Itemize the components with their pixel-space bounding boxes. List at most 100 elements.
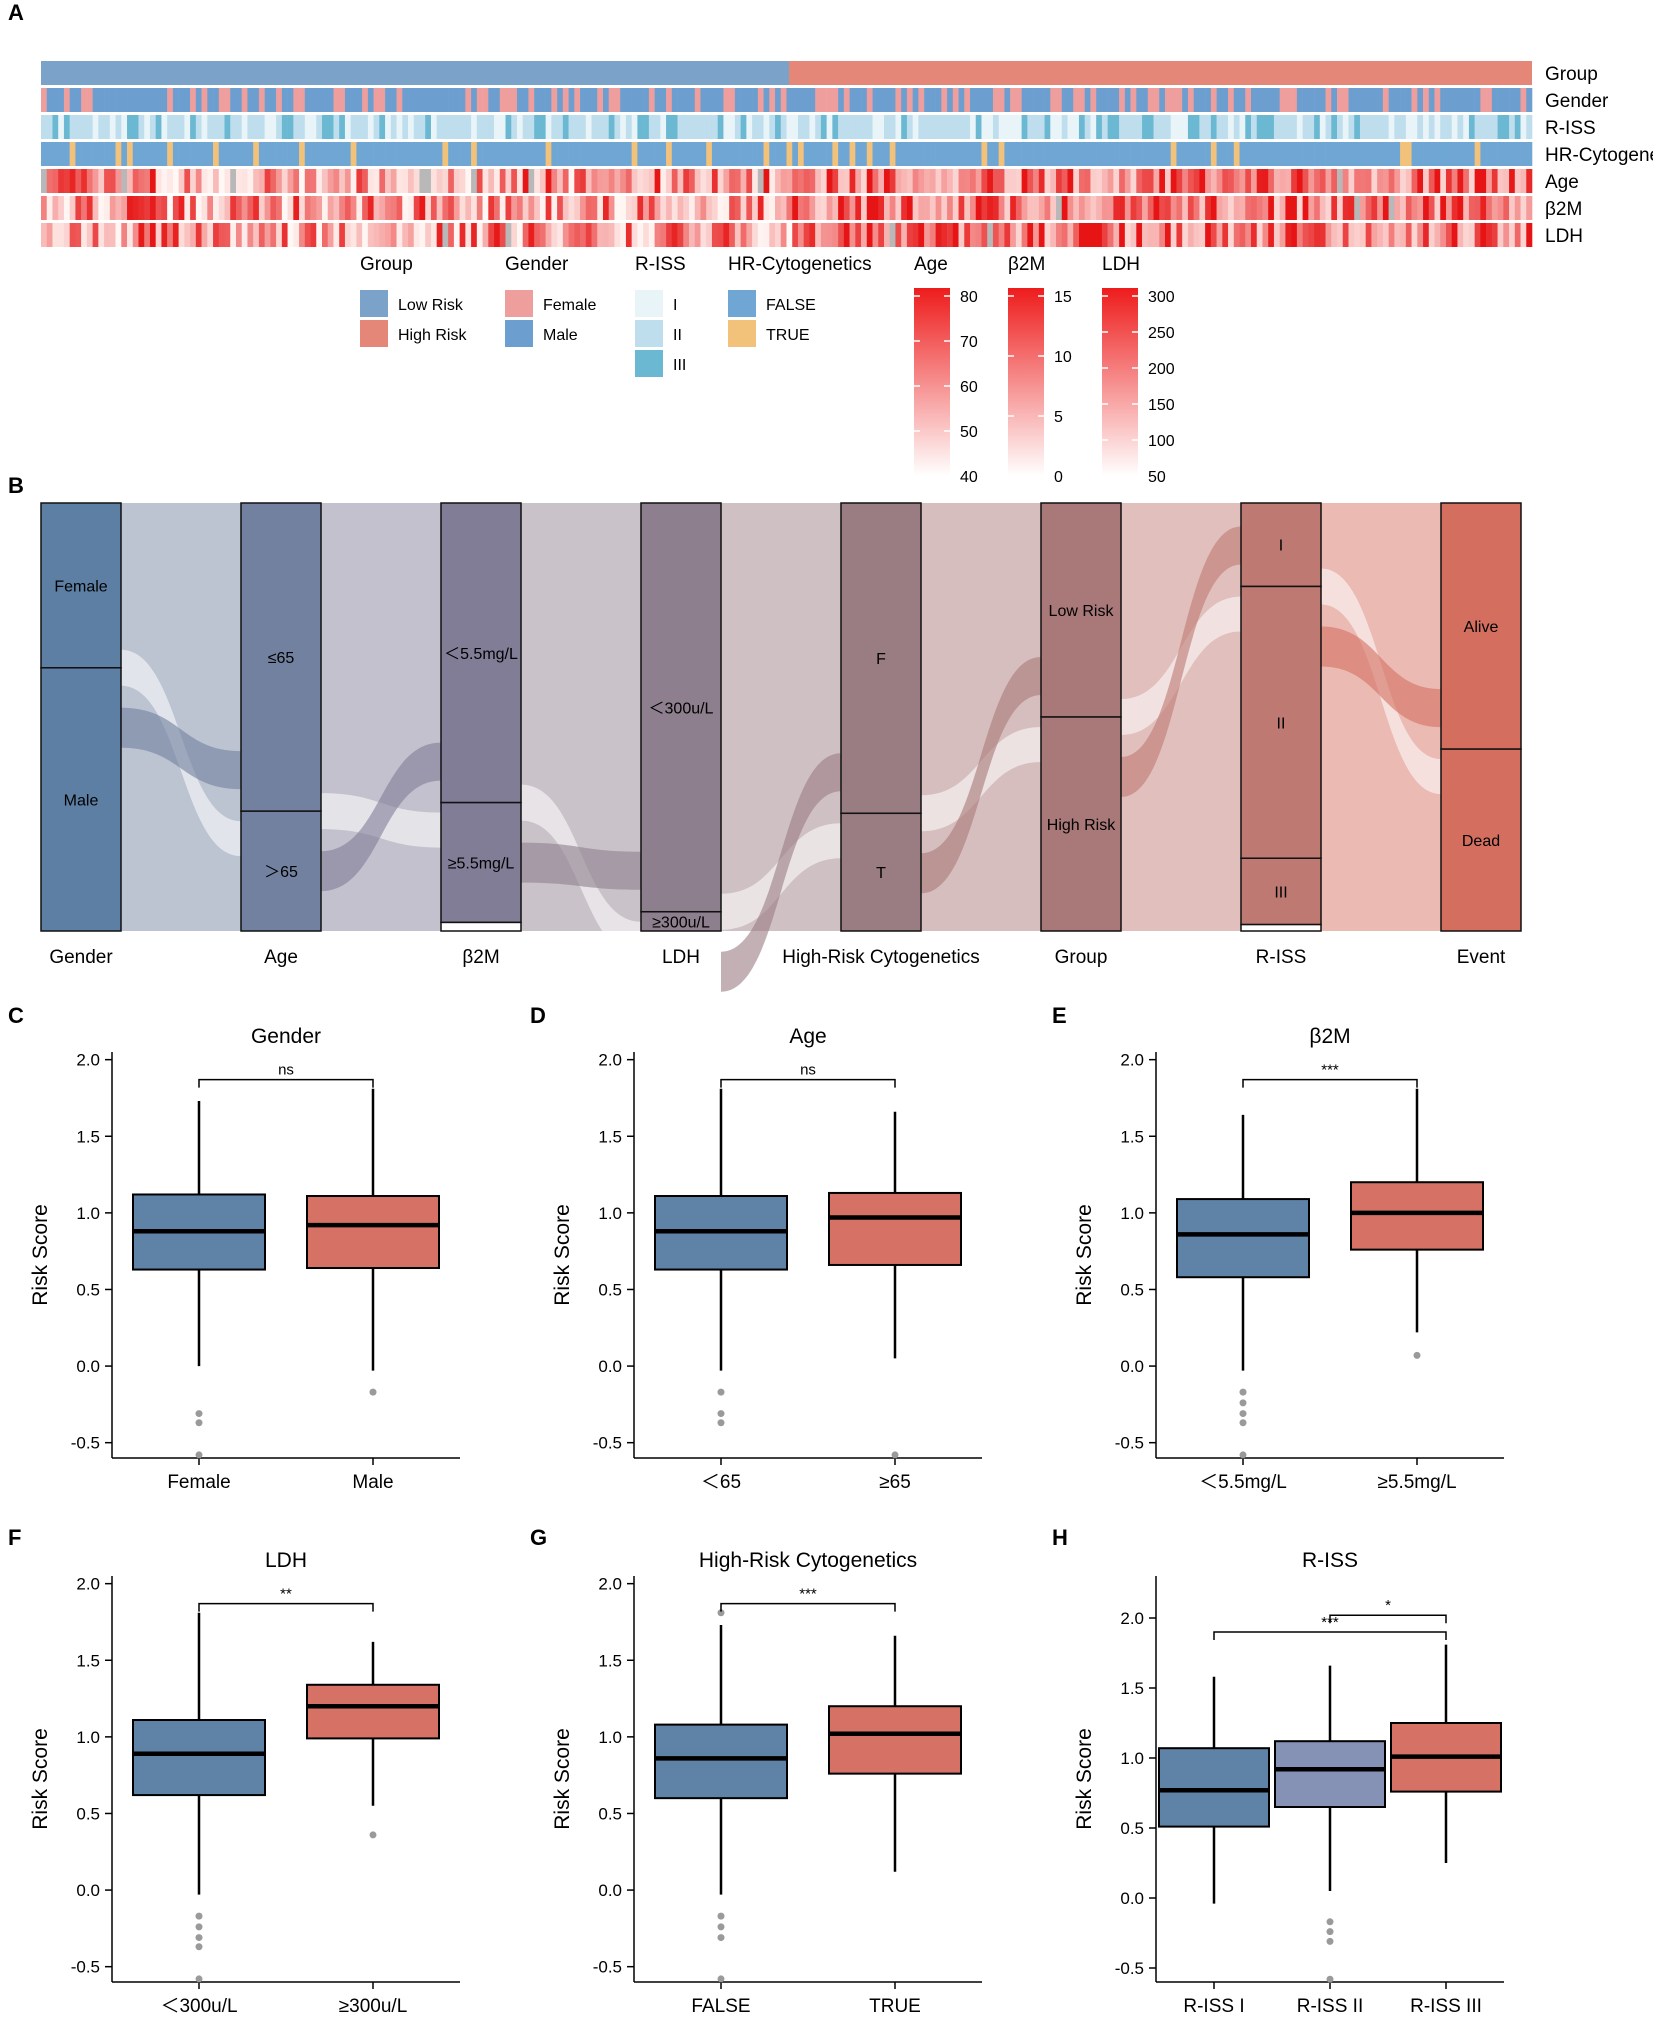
heatmap-cell	[562, 196, 569, 220]
heatmap-cell	[706, 169, 713, 193]
heatmap-cell	[878, 196, 885, 220]
heatmap-cell	[1480, 196, 1487, 220]
heatmap-cell	[1033, 88, 1040, 112]
heatmap-cell	[1101, 88, 1108, 112]
heatmap-cell	[797, 88, 805, 112]
heatmap-cell	[1044, 223, 1051, 247]
heatmap-cell	[1124, 142, 1131, 166]
heatmap-cell	[390, 223, 397, 247]
heatmap-cell	[1245, 115, 1252, 139]
heatmap-cell	[178, 115, 185, 139]
heatmap-cell	[557, 169, 564, 193]
heatmap-cell	[1216, 142, 1223, 166]
heatmap-cell	[1331, 115, 1338, 139]
heatmap-cell	[1526, 169, 1533, 193]
heatmap-cell	[408, 169, 415, 193]
heatmap-cell	[1199, 142, 1206, 166]
legend-label: Male	[543, 327, 578, 344]
sankey-stratum-label: Male	[64, 792, 99, 809]
heatmap-cell	[574, 223, 581, 247]
heatmap-cell	[1021, 169, 1028, 193]
heatmap-cell	[1291, 223, 1298, 247]
heatmap-cell	[1325, 169, 1332, 193]
box-iqr	[1176, 1198, 1310, 1279]
heatmap-cell	[1187, 115, 1194, 139]
heatmap-cell	[385, 115, 392, 139]
heatmap-cell	[1004, 88, 1011, 112]
heatmap-cell	[843, 196, 850, 220]
heatmap-cell	[643, 115, 650, 139]
heatmap-row-4: Age	[41, 169, 1579, 193]
heatmap-cell	[608, 223, 615, 247]
y-tick-label: 0.0	[598, 1357, 622, 1376]
colorbar-tick-label: 60	[960, 379, 978, 396]
heatmap-cell	[494, 115, 501, 139]
heatmap-cell	[92, 223, 99, 247]
heatmap-cell	[746, 115, 753, 139]
heatmap-cell	[1170, 88, 1177, 112]
heatmap-cell	[1210, 88, 1217, 112]
heatmap-cell	[350, 223, 357, 247]
heatmap-cell	[620, 196, 627, 220]
heatmap-cell	[476, 88, 483, 112]
heatmap-cell	[1147, 169, 1154, 193]
heatmap-cell	[132, 223, 139, 247]
heatmap-cell	[1233, 115, 1240, 139]
heatmap-cell	[270, 88, 277, 112]
box-0	[1176, 1114, 1310, 1459]
heatmap-cell	[975, 142, 982, 166]
heatmap-cell	[1291, 169, 1298, 193]
heatmap-cell	[1319, 115, 1326, 139]
heatmap-cell	[1273, 223, 1280, 247]
heatmap-cell	[161, 142, 168, 166]
heatmap-cell	[786, 88, 793, 112]
heatmap-cell	[287, 196, 294, 220]
heatmap-cell	[1308, 223, 1315, 247]
heatmap-cell	[367, 142, 374, 166]
heatmap-cell	[213, 223, 220, 247]
sankey-panel: FemaleMaleGender≤65＞65Age＜5.5mg/L≥5.5mg/…	[40, 502, 1522, 992]
heatmap-cell	[1388, 169, 1395, 193]
heatmap-cell	[861, 196, 868, 220]
heatmap-cell	[350, 142, 357, 166]
heatmap-cell	[1050, 88, 1057, 112]
heatmap-cell	[144, 142, 151, 166]
heatmap-cell	[1268, 169, 1275, 193]
heatmap-cell	[883, 142, 891, 166]
heatmap-cell	[276, 142, 283, 166]
y-tick-label: -0.5	[1115, 1959, 1144, 1978]
heatmap-cell	[551, 223, 558, 247]
heatmap-cell	[832, 88, 839, 112]
heatmap-cell	[1056, 115, 1063, 139]
heatmap-cell	[981, 88, 988, 112]
colorbar-tick-label: 10	[1054, 349, 1072, 366]
heatmap-cell	[1273, 196, 1280, 220]
heatmap-cell	[402, 196, 409, 220]
heatmap-cell	[109, 196, 116, 220]
heatmap-cell	[975, 169, 982, 193]
heatmap-cell	[648, 115, 655, 139]
sankey-flow	[1321, 626, 1441, 728]
heatmap-cell	[729, 223, 736, 247]
heatmap-cell	[425, 88, 432, 112]
sankey-stratum-label: Dead	[1462, 833, 1500, 850]
heatmap-cell	[86, 223, 93, 247]
heatmap-cell	[849, 115, 856, 139]
colorbar-tick-label: 5	[1054, 409, 1063, 426]
heatmap-cell	[906, 223, 913, 247]
heatmap-cell	[711, 115, 718, 139]
box-iqr	[1274, 1740, 1386, 1808]
heatmap-cell	[413, 115, 420, 139]
heatmap-cell	[132, 169, 139, 193]
heatmap-cell	[1514, 142, 1521, 166]
heatmap-cell	[1520, 88, 1527, 112]
heatmap-cell	[780, 223, 787, 247]
heatmap-cell	[1136, 88, 1143, 112]
heatmap-cell	[1027, 169, 1034, 193]
heatmap-cell	[729, 88, 736, 112]
heatmap-cell	[287, 115, 294, 139]
heatmap-cell	[419, 223, 426, 247]
heatmap-cell	[1170, 223, 1177, 247]
colorbar-tick-label: 70	[960, 334, 978, 351]
heatmap-cell	[700, 115, 707, 139]
